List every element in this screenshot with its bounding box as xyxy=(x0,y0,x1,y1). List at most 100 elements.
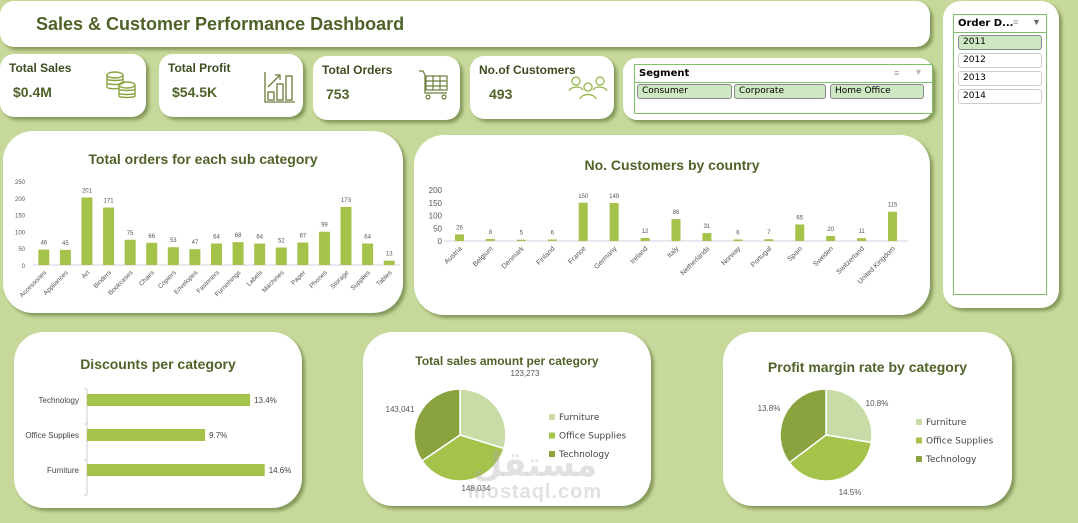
bar xyxy=(103,207,115,265)
svg-text:12: 12 xyxy=(642,229,649,235)
clear-filter-icon[interactable]: ▼ xyxy=(914,67,923,77)
order-date-slicer-card: Order D... ≡ ▼ 2011 2012 2013 2014 xyxy=(943,1,1059,308)
kpi-total-profit: Total Profit $54.5K xyxy=(159,54,303,117)
svg-text:Art: Art xyxy=(81,269,92,280)
multi-select-icon[interactable]: ≡ xyxy=(894,68,900,78)
kpi-no-of-customers: No.of Customers 493 xyxy=(470,56,614,119)
clear-filter-icon[interactable]: ▼ xyxy=(1032,17,1041,27)
bar xyxy=(189,249,201,265)
svg-text:Spain: Spain xyxy=(787,245,805,263)
bar xyxy=(454,234,464,241)
svg-text:Furniture: Furniture xyxy=(47,466,80,475)
svg-text:Machines: Machines xyxy=(261,269,286,294)
bar xyxy=(516,239,526,241)
chart-title: Profit margin rate by category xyxy=(767,359,968,375)
bar xyxy=(211,243,222,265)
bar xyxy=(888,211,898,241)
orders-by-subcategory-chart: Total orders for each sub category 0 50 10… xyxy=(3,131,403,313)
svg-text:6: 6 xyxy=(551,230,555,236)
svg-text:200: 200 xyxy=(429,186,443,195)
svg-text:Office Supplies: Office Supplies xyxy=(926,437,994,447)
svg-text:75: 75 xyxy=(127,231,134,237)
growth-chart-icon xyxy=(264,72,295,103)
bar xyxy=(124,239,136,265)
svg-text:46: 46 xyxy=(40,241,47,247)
svg-text:Phones: Phones xyxy=(308,269,329,290)
year-2013-button[interactable]: 2013 xyxy=(958,71,1042,86)
svg-text:Labels: Labels xyxy=(246,269,265,288)
svg-text:Denmark: Denmark xyxy=(501,245,526,270)
people-icon xyxy=(568,76,608,100)
svg-text:14.5%: 14.5% xyxy=(839,488,862,497)
coins-icon xyxy=(106,71,136,99)
svg-text:8: 8 xyxy=(489,230,493,236)
svg-text:France: France xyxy=(567,245,587,265)
bar xyxy=(578,202,588,241)
slicer-title: Order D... xyxy=(958,18,1014,29)
svg-text:150: 150 xyxy=(429,199,443,208)
svg-text:Finland: Finland xyxy=(535,245,556,266)
svg-text:200: 200 xyxy=(15,197,26,203)
year-2012-button[interactable]: 2012 xyxy=(958,53,1042,68)
svg-text:173: 173 xyxy=(341,198,352,204)
svg-text:86: 86 xyxy=(673,210,680,216)
svg-text:Italy: Italy xyxy=(666,245,680,259)
svg-text:Paper: Paper xyxy=(290,269,308,287)
discounts-per-category-chart: Discounts per category Technology 13.4% Of… xyxy=(14,332,302,508)
bar xyxy=(232,242,244,265)
bar xyxy=(383,260,395,265)
svg-text:Envelopes: Envelopes xyxy=(173,269,200,296)
svg-text:201: 201 xyxy=(82,188,93,194)
svg-text:Technology: Technology xyxy=(558,450,610,460)
segment-home-office-button[interactable]: Home Office xyxy=(830,84,924,99)
svg-text:Chairs: Chairs xyxy=(138,269,157,288)
sales-per-category-chart: Total sales amount per category 123,273 F… xyxy=(363,332,651,506)
bar xyxy=(340,206,352,265)
svg-text:6: 6 xyxy=(736,230,740,236)
svg-text:Portugal: Portugal xyxy=(750,245,774,269)
pie-chart-plot: 10.8% Furniture 14.5% Office Supplies 13.8% T… xyxy=(758,388,994,497)
segment-slicer-card: Segment ≡ ▼ Consumer Corporate Home Offi… xyxy=(623,58,933,120)
svg-text:26: 26 xyxy=(456,225,463,231)
kpi-label: Total Profit xyxy=(168,61,231,75)
kpi-label: Total Orders xyxy=(322,63,393,77)
year-2011-button[interactable]: 2011 xyxy=(958,35,1042,50)
bar xyxy=(485,238,495,241)
svg-text:Storage: Storage xyxy=(329,269,350,290)
svg-text:Binders: Binders xyxy=(92,269,113,290)
bar xyxy=(38,249,50,265)
hbar-chart-plot: Technology 13.4% Office Supplies 9.7% Furnit… xyxy=(25,388,291,496)
kpi-value: $0.4M xyxy=(13,84,52,100)
bar xyxy=(59,249,71,265)
svg-text:0: 0 xyxy=(22,264,26,270)
bar xyxy=(733,239,743,241)
svg-text:Office Supplies: Office Supplies xyxy=(559,432,627,442)
bar xyxy=(547,239,557,241)
page-title: Sales & Customer Performance Dashboard xyxy=(36,14,405,34)
svg-text:65: 65 xyxy=(796,215,803,221)
segment-consumer-button[interactable]: Consumer xyxy=(637,84,732,99)
order-date-slicer: Order D... ≡ ▼ 2011 2012 2013 2014 xyxy=(953,14,1047,295)
svg-text:123,273: 123,273 xyxy=(511,369,540,378)
svg-text:Furniture: Furniture xyxy=(926,418,967,428)
year-2014-button[interactable]: 2014 xyxy=(958,89,1042,104)
svg-text:Tables: Tables xyxy=(375,269,394,288)
multi-select-icon[interactable]: ≡ xyxy=(1013,17,1019,27)
bar xyxy=(702,233,712,241)
svg-text:45: 45 xyxy=(62,241,69,247)
svg-text:13: 13 xyxy=(386,252,393,258)
kpi-total-sales: Total Sales $0.4M xyxy=(0,54,146,117)
bar-chart-plot: 0 50 100 150 200 26 Austria 8 Belgium 5 Denmark 6 Fi… xyxy=(429,186,908,286)
segment-corporate-button[interactable]: Corporate xyxy=(734,84,826,99)
chart-title: Total sales amount per category xyxy=(415,354,599,368)
svg-text:68: 68 xyxy=(235,233,242,239)
bar xyxy=(81,197,93,265)
svg-text:Norway: Norway xyxy=(721,245,743,267)
svg-text:64: 64 xyxy=(213,234,220,240)
profit-margin-chart: Profit margin rate by category 10.8% Furn… xyxy=(723,332,1012,506)
shopping-cart-icon xyxy=(419,70,448,100)
svg-text:100: 100 xyxy=(15,230,26,236)
kpi-label: No.of Customers xyxy=(479,63,576,77)
bar xyxy=(640,237,650,241)
svg-text:20: 20 xyxy=(827,227,834,233)
